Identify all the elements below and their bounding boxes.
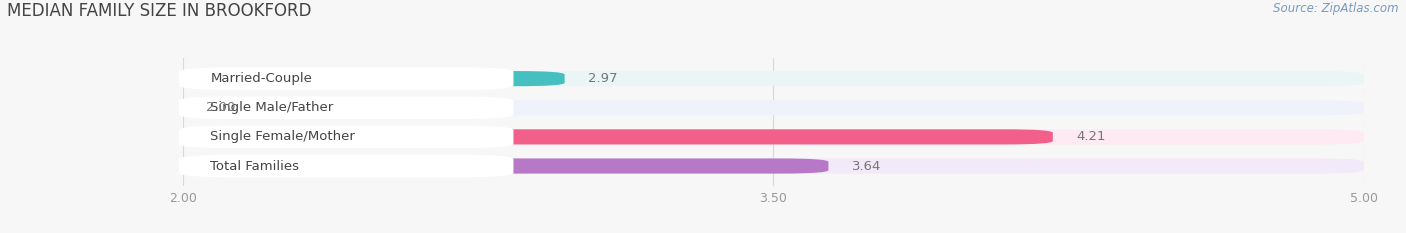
FancyBboxPatch shape [183,158,828,174]
Text: 4.21: 4.21 [1077,130,1107,143]
Text: 2.00: 2.00 [207,101,236,114]
FancyBboxPatch shape [183,100,1364,115]
FancyBboxPatch shape [179,67,513,90]
Text: Source: ZipAtlas.com: Source: ZipAtlas.com [1274,2,1399,15]
Text: Single Male/Father: Single Male/Father [211,101,333,114]
FancyBboxPatch shape [179,126,513,148]
FancyBboxPatch shape [183,129,1364,144]
FancyBboxPatch shape [183,71,565,86]
Text: Total Families: Total Families [211,160,299,172]
Text: MEDIAN FAMILY SIZE IN BROOKFORD: MEDIAN FAMILY SIZE IN BROOKFORD [7,2,312,20]
Text: Single Female/Mother: Single Female/Mother [211,130,356,143]
FancyBboxPatch shape [183,158,1364,174]
FancyBboxPatch shape [179,155,513,177]
FancyBboxPatch shape [183,129,1053,144]
Text: 3.64: 3.64 [852,160,882,172]
FancyBboxPatch shape [183,71,1364,86]
Text: Married-Couple: Married-Couple [211,72,312,85]
FancyBboxPatch shape [179,96,513,119]
Text: 2.97: 2.97 [588,72,617,85]
